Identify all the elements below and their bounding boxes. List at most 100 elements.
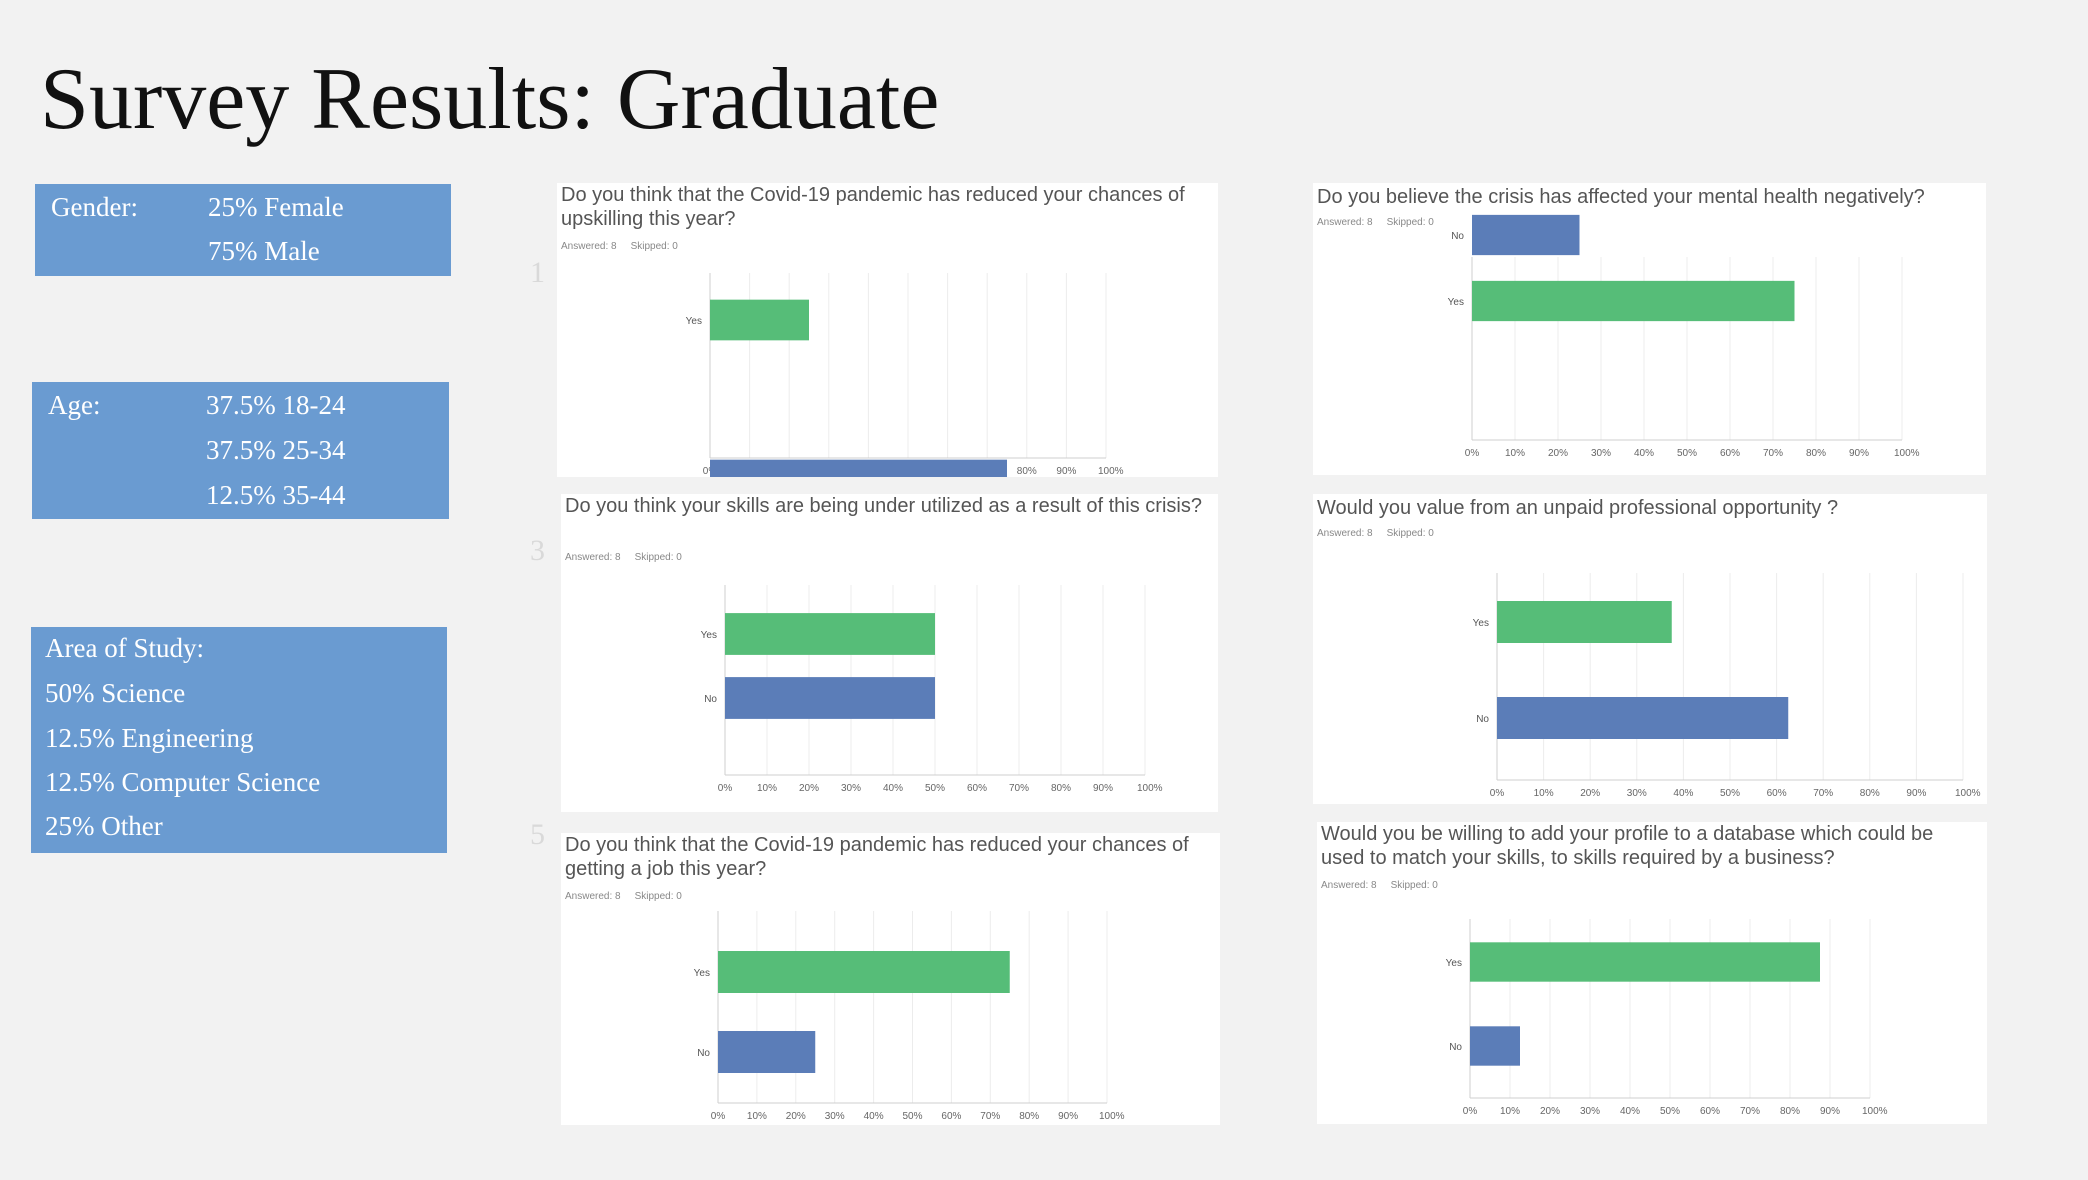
x-tick-label: 20% bbox=[1540, 1106, 1560, 1117]
response-counts: Answered: 8 Skipped: 0 bbox=[1317, 217, 1448, 228]
x-tick-label: 90% bbox=[1906, 788, 1926, 799]
x-tick-label: 50% bbox=[1660, 1106, 1680, 1117]
gender-box: Gender: 25% Female 75% Male bbox=[35, 184, 451, 276]
answered-count: Answered: 8 bbox=[1317, 528, 1373, 539]
category-label: Yes bbox=[1448, 297, 1464, 308]
chart-question: Would you be willing to add your profile… bbox=[1321, 823, 1934, 869]
response-counts: Answered: 8 Skipped: 0 bbox=[561, 241, 692, 252]
skipped-count: Skipped: 0 bbox=[634, 891, 682, 902]
answered-count: Answered: 8 bbox=[565, 552, 621, 563]
bar-yes bbox=[718, 951, 1010, 993]
age-label: Age: bbox=[48, 390, 101, 420]
x-tick-label: 90% bbox=[1820, 1106, 1840, 1117]
bar-yes bbox=[1497, 601, 1672, 643]
x-tick-label: 80% bbox=[1860, 788, 1880, 799]
x-tick-label: 80% bbox=[1051, 783, 1071, 794]
bar-yes bbox=[725, 613, 935, 655]
x-tick-label: 0% bbox=[718, 783, 733, 794]
x-tick-label: 50% bbox=[1677, 448, 1697, 459]
category-label: No bbox=[689, 476, 702, 477]
x-tick-label: 0% bbox=[1465, 448, 1480, 459]
x-tick-label: 60% bbox=[967, 783, 987, 794]
x-tick-label: 100% bbox=[1137, 783, 1163, 794]
skipped-count: Skipped: 0 bbox=[1390, 880, 1438, 891]
x-tick-label: 100% bbox=[1955, 788, 1981, 799]
answered-count: Answered: 8 bbox=[565, 891, 621, 902]
x-tick-label: 100% bbox=[1862, 1106, 1888, 1117]
area-value: 50% Science bbox=[45, 678, 186, 708]
survey-chart-skills-underutilized: Do you think your skills are being under… bbox=[561, 494, 1218, 812]
x-tick-label: 80% bbox=[1019, 1111, 1039, 1122]
skipped-count: Skipped: 0 bbox=[1386, 217, 1434, 228]
x-tick-label: 20% bbox=[799, 783, 819, 794]
bar-no bbox=[1472, 214, 1580, 256]
bar-no bbox=[710, 459, 1007, 477]
x-tick-label: 30% bbox=[841, 783, 861, 794]
response-counts: Answered: 8 Skipped: 0 bbox=[565, 891, 696, 902]
category-label: No bbox=[1449, 1042, 1462, 1053]
category-label: Yes bbox=[1473, 618, 1489, 629]
category-label: No bbox=[1451, 231, 1464, 242]
gender-value: 25% Female bbox=[208, 192, 344, 222]
survey-chart-database-profile: Would you be willing to add your profile… bbox=[1317, 822, 1987, 1124]
x-tick-label: 0% bbox=[1490, 788, 1505, 799]
x-tick-label: 90% bbox=[1849, 448, 1869, 459]
skipped-count: Skipped: 0 bbox=[630, 241, 678, 252]
answered-count: Answered: 8 bbox=[1321, 880, 1377, 891]
age-box: Age: 37.5% 18-24 37.5% 25-34 12.5% 35-44 bbox=[32, 382, 449, 519]
x-tick-label: 50% bbox=[902, 1111, 922, 1122]
x-tick-label: 10% bbox=[1500, 1106, 1520, 1117]
page-title: Survey Results: Graduate bbox=[40, 51, 940, 148]
category-label: No bbox=[697, 1048, 710, 1059]
response-counts: Answered: 8 Skipped: 0 bbox=[1321, 880, 1452, 891]
x-tick-label: 40% bbox=[1620, 1106, 1640, 1117]
chart-question: Do you think that the Covid-19 pandemic … bbox=[565, 834, 1189, 880]
age-value: 37.5% 25-34 bbox=[206, 435, 346, 465]
x-tick-label: 90% bbox=[1058, 1111, 1078, 1122]
x-tick-label: 100% bbox=[1098, 466, 1124, 477]
x-tick-label: 50% bbox=[1720, 788, 1740, 799]
category-label: Yes bbox=[1446, 958, 1462, 969]
area-value: 12.5% Engineering bbox=[45, 723, 254, 753]
x-tick-label: 20% bbox=[1580, 788, 1600, 799]
category-label: Yes bbox=[686, 316, 702, 327]
category-label: Yes bbox=[694, 968, 710, 979]
x-tick-label: 100% bbox=[1099, 1111, 1125, 1122]
category-label: No bbox=[704, 694, 717, 705]
x-tick-label: 40% bbox=[883, 783, 903, 794]
x-tick-label: 0% bbox=[711, 1111, 726, 1122]
bar-no bbox=[1497, 697, 1789, 739]
skipped-count: Skipped: 0 bbox=[634, 552, 682, 563]
slide-number: 1 bbox=[530, 256, 545, 289]
slide-number: 5 bbox=[530, 818, 545, 851]
area-of-study-box: Area of Study: 50% Science 12.5% Enginee… bbox=[31, 627, 447, 853]
x-tick-label: 30% bbox=[1591, 448, 1611, 459]
x-tick-label: 70% bbox=[1763, 448, 1783, 459]
x-tick-label: 60% bbox=[941, 1111, 961, 1122]
age-value: 37.5% 18-24 bbox=[206, 390, 346, 420]
x-tick-label: 10% bbox=[747, 1111, 767, 1122]
survey-chart-mental-health: Do you believe the crisis has affected y… bbox=[1313, 183, 1986, 475]
x-tick-label: 40% bbox=[1673, 788, 1693, 799]
bar-yes bbox=[1472, 280, 1795, 322]
x-tick-label: 70% bbox=[1009, 783, 1029, 794]
bar-no bbox=[725, 677, 935, 719]
category-label: No bbox=[1476, 714, 1489, 725]
x-tick-label: 60% bbox=[1767, 788, 1787, 799]
x-tick-label: 90% bbox=[1056, 466, 1076, 477]
area-value: 25% Other bbox=[45, 811, 163, 841]
x-tick-label: 30% bbox=[1580, 1106, 1600, 1117]
x-tick-label: 80% bbox=[1806, 448, 1826, 459]
x-tick-label: 10% bbox=[1505, 448, 1525, 459]
skipped-count: Skipped: 0 bbox=[1386, 528, 1434, 539]
gender-value: 75% Male bbox=[208, 236, 320, 266]
x-tick-label: 60% bbox=[1720, 448, 1740, 459]
bar-yes bbox=[710, 299, 809, 341]
response-counts: Answered: 8 Skipped: 0 bbox=[565, 552, 696, 563]
x-tick-label: 40% bbox=[1634, 448, 1654, 459]
x-tick-label: 30% bbox=[825, 1111, 845, 1122]
